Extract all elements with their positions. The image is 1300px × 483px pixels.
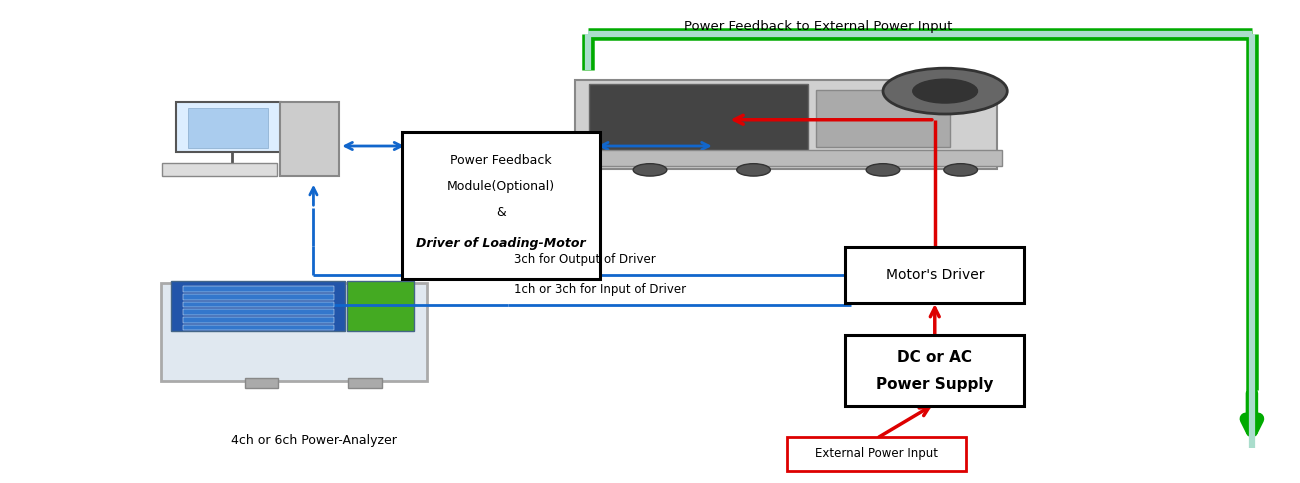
FancyBboxPatch shape — [161, 283, 428, 382]
FancyBboxPatch shape — [172, 281, 344, 331]
Text: 1ch or 3ch for Input of Driver: 1ch or 3ch for Input of Driver — [514, 284, 686, 297]
FancyBboxPatch shape — [183, 325, 334, 330]
Circle shape — [737, 164, 771, 176]
Text: Motor's Driver: Motor's Driver — [885, 268, 984, 282]
Text: Power Supply: Power Supply — [876, 377, 993, 392]
Text: 4ch or 6ch Power-Analyzer: 4ch or 6ch Power-Analyzer — [230, 434, 396, 447]
Circle shape — [944, 164, 978, 176]
Text: External Power Input: External Power Input — [815, 447, 939, 460]
FancyBboxPatch shape — [183, 302, 334, 307]
Text: 3ch for Output of Driver: 3ch for Output of Driver — [514, 253, 655, 266]
Text: Power Feedback: Power Feedback — [450, 154, 552, 167]
FancyBboxPatch shape — [845, 247, 1024, 303]
Circle shape — [883, 68, 1008, 114]
Text: Driver of Loading-Motor: Driver of Loading-Motor — [416, 237, 586, 250]
Circle shape — [866, 164, 900, 176]
Circle shape — [913, 79, 978, 103]
FancyBboxPatch shape — [183, 317, 334, 323]
Text: &: & — [497, 206, 506, 219]
FancyBboxPatch shape — [348, 378, 382, 387]
FancyBboxPatch shape — [183, 294, 334, 300]
FancyBboxPatch shape — [845, 335, 1024, 406]
FancyBboxPatch shape — [347, 281, 415, 331]
FancyBboxPatch shape — [183, 286, 334, 292]
FancyBboxPatch shape — [244, 378, 278, 387]
Text: DC or AC: DC or AC — [897, 350, 972, 365]
FancyBboxPatch shape — [183, 309, 334, 315]
FancyBboxPatch shape — [595, 150, 1002, 166]
FancyBboxPatch shape — [788, 437, 966, 471]
FancyBboxPatch shape — [177, 101, 281, 152]
FancyBboxPatch shape — [589, 84, 807, 156]
FancyBboxPatch shape — [575, 80, 997, 169]
FancyBboxPatch shape — [815, 90, 950, 147]
Text: Module(Optional): Module(Optional) — [447, 180, 555, 193]
Circle shape — [633, 164, 667, 176]
Text: Power Feedback to External Power Input: Power Feedback to External Power Input — [684, 20, 953, 33]
FancyBboxPatch shape — [188, 108, 268, 148]
FancyBboxPatch shape — [280, 101, 339, 176]
FancyBboxPatch shape — [162, 163, 277, 176]
FancyBboxPatch shape — [402, 132, 601, 279]
